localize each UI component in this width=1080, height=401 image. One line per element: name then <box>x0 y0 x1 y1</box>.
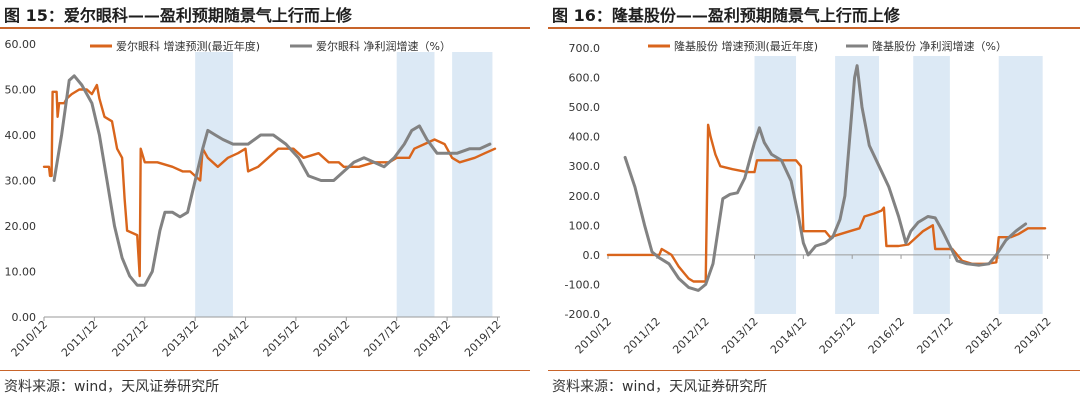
y-tick-label: 300.0 <box>569 160 601 173</box>
shaded-period-1 <box>835 56 880 314</box>
x-tick-label: 2018/12 <box>412 318 454 360</box>
shaded-period-3 <box>998 56 1043 314</box>
x-tick-label: 2017/12 <box>361 318 403 360</box>
shaded-period-2 <box>913 56 950 314</box>
x-tick-label: 2019/12 <box>1012 315 1054 357</box>
x-tick-label: 2016/12 <box>311 318 353 360</box>
y-tick-label: 20.00 <box>5 220 37 233</box>
x-tick-label: 2015/12 <box>817 315 859 357</box>
chart-right: -200.0 -100.0 0.0 100.0 200.0 300.0 400.0 500.0… <box>565 39 1054 357</box>
series-line-0 <box>606 123 1047 283</box>
y-tick-label: 200.0 <box>569 190 601 203</box>
title-divider-right <box>548 27 1080 29</box>
legend-label-0: 爱尔眼科 增速预测(最近年度) <box>116 39 260 53</box>
chart-panel-right: 图 16：隆基股份——盈利预期随景气上行而上修 -200.0 -100.0 0.0 1… <box>548 0 1080 401</box>
series-line-1 <box>52 74 492 287</box>
y-tick-label: 10.00 <box>5 266 37 279</box>
x-tick-label: 2011/12 <box>621 315 663 357</box>
source-divider-right <box>548 370 1080 371</box>
legend-label-0: 隆基股份 增速预测(最近年度) <box>674 39 818 53</box>
shaded-period-0 <box>195 52 233 317</box>
chart-panel-left: 图 15：爱尔眼科——盈利预期随景气上行而上修 0.00 10.00 20.00 30… <box>0 0 530 401</box>
title-divider-left <box>0 27 530 29</box>
shaded-period-0 <box>754 56 797 314</box>
x-tick-label: 2013/12 <box>719 315 761 357</box>
y-tick-label: -200.0 <box>565 308 600 321</box>
series-line-1 <box>623 64 1028 292</box>
source-note-left: 资料来源：wind，天风证券研究所 <box>4 379 220 395</box>
x-tick-label: 2011/12 <box>59 318 101 360</box>
y-tick-label: 100.0 <box>569 219 601 232</box>
y-tick-label: 50.00 <box>5 84 37 97</box>
legend-label-1: 爱尔眼科 净利润增速（%） <box>316 39 451 53</box>
x-tick-label: 2012/12 <box>109 318 151 360</box>
x-tick-label: 2015/12 <box>261 318 303 360</box>
y-tick-label: 40.00 <box>5 129 37 142</box>
y-tick-label: 700.0 <box>569 42 601 55</box>
y-tick-label: 600.0 <box>569 72 601 85</box>
x-tick-label: 2019/12 <box>462 318 504 360</box>
y-tick-label: 30.00 <box>5 175 37 188</box>
x-tick-label: 2014/12 <box>768 315 810 357</box>
chart-title-right: 图 16：隆基股份——盈利预期随景气上行而上修 <box>552 6 900 25</box>
chart-left: 0.00 10.00 20.00 30.00 40.00 50.00 60.00 2010/1… <box>5 38 504 360</box>
y-tick-label: 0.00 <box>12 311 37 324</box>
x-tick-label: 2017/12 <box>914 315 956 357</box>
y-tick-label: 0.0 <box>583 249 601 262</box>
y-tick-label: 500.0 <box>569 101 601 114</box>
shaded-period-1 <box>396 52 435 317</box>
x-tick-label: 2010/12 <box>573 315 615 357</box>
shaded-period-2 <box>452 52 493 317</box>
legend-label-1: 隆基股份 净利润增速（%） <box>872 39 1007 53</box>
x-tick-label: 2014/12 <box>210 318 252 360</box>
source-divider-left <box>0 370 530 371</box>
x-tick-label: 2016/12 <box>866 315 908 357</box>
y-tick-label: 400.0 <box>569 131 601 144</box>
series-line-0 <box>42 83 497 278</box>
source-note-right: 资料来源：wind，天风证券研究所 <box>552 379 768 395</box>
x-tick-label: 2010/12 <box>9 318 51 360</box>
y-tick-label: -100.0 <box>565 278 600 291</box>
x-tick-label: 2012/12 <box>670 315 712 357</box>
chart-title-left: 图 15：爱尔眼科——盈利预期随景气上行而上修 <box>4 6 352 25</box>
x-tick-label: 2013/12 <box>160 318 202 360</box>
y-tick-label: 60.00 <box>5 38 37 51</box>
x-tick-label: 2018/12 <box>963 315 1005 357</box>
